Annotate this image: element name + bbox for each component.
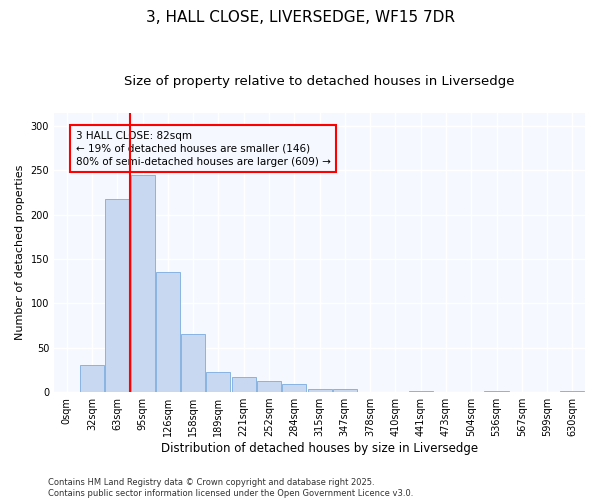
Bar: [131, 175, 155, 392]
Bar: [282, 384, 306, 392]
Bar: [206, 372, 230, 392]
Bar: [257, 380, 281, 392]
Title: Size of property relative to detached houses in Liversedge: Size of property relative to detached ho…: [124, 75, 515, 88]
Bar: [232, 377, 256, 392]
Bar: [105, 199, 129, 392]
Text: 3 HALL CLOSE: 82sqm
← 19% of detached houses are smaller (146)
80% of semi-detac: 3 HALL CLOSE: 82sqm ← 19% of detached ho…: [76, 130, 331, 167]
Text: Contains HM Land Registry data © Crown copyright and database right 2025.
Contai: Contains HM Land Registry data © Crown c…: [48, 478, 413, 498]
Bar: [333, 390, 357, 392]
Bar: [308, 388, 332, 392]
Y-axis label: Number of detached properties: Number of detached properties: [15, 164, 25, 340]
Bar: [409, 391, 433, 392]
Bar: [181, 334, 205, 392]
Bar: [484, 391, 509, 392]
X-axis label: Distribution of detached houses by size in Liversedge: Distribution of detached houses by size …: [161, 442, 478, 455]
Bar: [80, 366, 104, 392]
Bar: [156, 272, 180, 392]
Bar: [560, 391, 584, 392]
Text: 3, HALL CLOSE, LIVERSEDGE, WF15 7DR: 3, HALL CLOSE, LIVERSEDGE, WF15 7DR: [146, 10, 455, 25]
